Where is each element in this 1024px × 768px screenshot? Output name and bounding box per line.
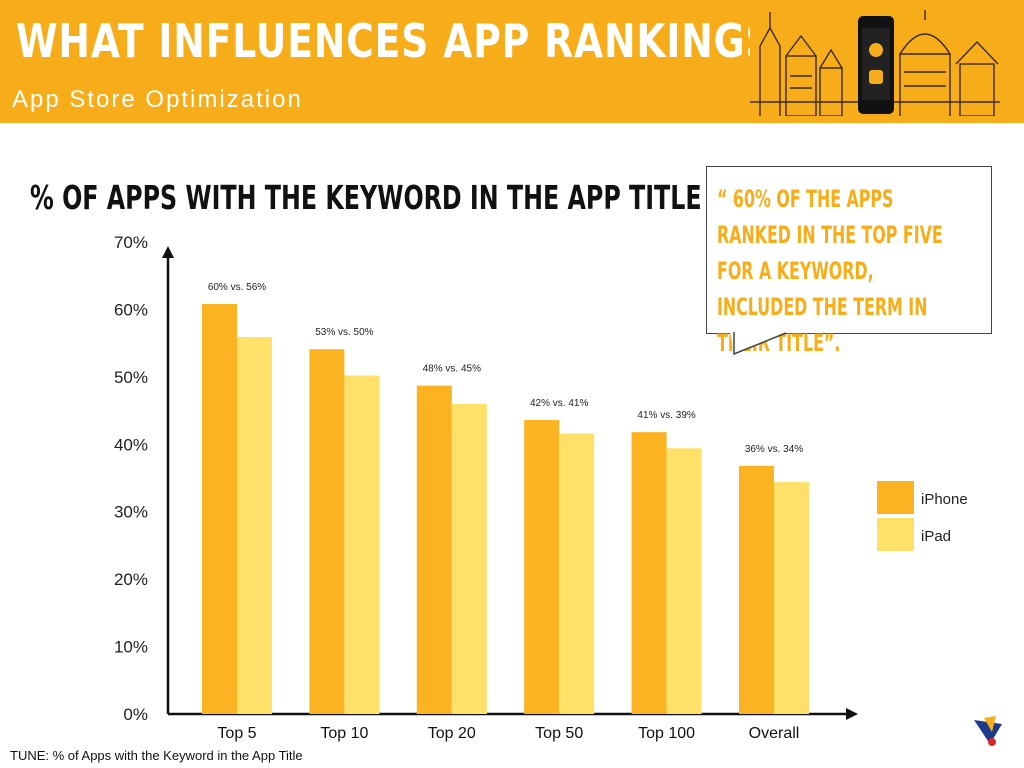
y-axis-arrow (162, 246, 174, 258)
bar-ipad-top-10 (344, 375, 380, 714)
y-tick-label: 50% (114, 368, 148, 387)
bar-ipad-top-100 (666, 448, 702, 714)
source-caption: TUNE: % of Apps with the Keyword in the … (10, 748, 303, 763)
x-tick-label: Top 100 (638, 725, 695, 742)
bar-iphone-top-50 (524, 420, 560, 714)
y-tick-label: 30% (114, 503, 148, 522)
chart-title: % OF APPS WITH THE KEYWORD IN THE APP TI… (30, 178, 702, 217)
bar-iphone-top-20 (416, 385, 452, 714)
bar-ipad-top-20 (451, 403, 487, 714)
page-title: WHAT INFLUENCES APP RANKINGS (16, 14, 774, 68)
bar-ipad-overall (774, 482, 809, 714)
y-tick-label: 10% (114, 638, 148, 657)
x-axis-arrow (846, 708, 858, 720)
page-subtitle: App Store Optimization (12, 86, 303, 113)
y-tick-label: 40% (114, 435, 148, 454)
data-label: 41% vs. 39% (637, 410, 695, 421)
data-label: 42% vs. 41% (530, 398, 588, 409)
x-tick-label: Top 20 (428, 725, 476, 742)
x-tick-label: Top 10 (320, 725, 368, 742)
bar-ipad-top-50 (559, 433, 595, 714)
bar-iphone-top-100 (631, 432, 667, 714)
data-label: 53% vs. 50% (315, 327, 373, 338)
x-tick-label: Top 5 (217, 725, 256, 742)
bar-iphone-top-5 (202, 304, 237, 714)
data-label: 48% vs. 45% (423, 364, 481, 375)
y-tick-label: 70% (114, 233, 148, 252)
quote-callout: “ 60% OF THE APPS RANKED IN THE TOP FIVE… (706, 166, 992, 357)
x-tick-label: Overall (749, 725, 800, 742)
y-tick-label: 60% (114, 300, 148, 319)
brand-logo-icon (974, 716, 1002, 746)
y-tick-label: 20% (114, 570, 148, 589)
x-tick-label: Top 50 (535, 725, 583, 742)
callout-tail (730, 332, 787, 356)
legend-label-iphone: iPhone (921, 491, 968, 508)
legend-swatch-iphone (877, 481, 914, 514)
legend-swatch-ipad (877, 518, 914, 551)
bar-iphone-overall (739, 465, 774, 714)
callout-text: “ 60% OF THE APPS RANKED IN THE TOP FIVE… (717, 185, 943, 357)
y-tick-label: 0% (123, 705, 148, 724)
data-label: 36% vs. 34% (745, 444, 803, 455)
header-banner: WHAT INFLUENCES APP RANKINGS App Store O… (0, 0, 1024, 123)
city-illustration-icon (750, 6, 1000, 116)
legend-label-ipad: iPad (921, 528, 951, 545)
bar-iphone-top-10 (309, 349, 345, 714)
data-label: 60% vs. 56% (208, 282, 266, 293)
bar-ipad-top-5 (237, 337, 272, 714)
